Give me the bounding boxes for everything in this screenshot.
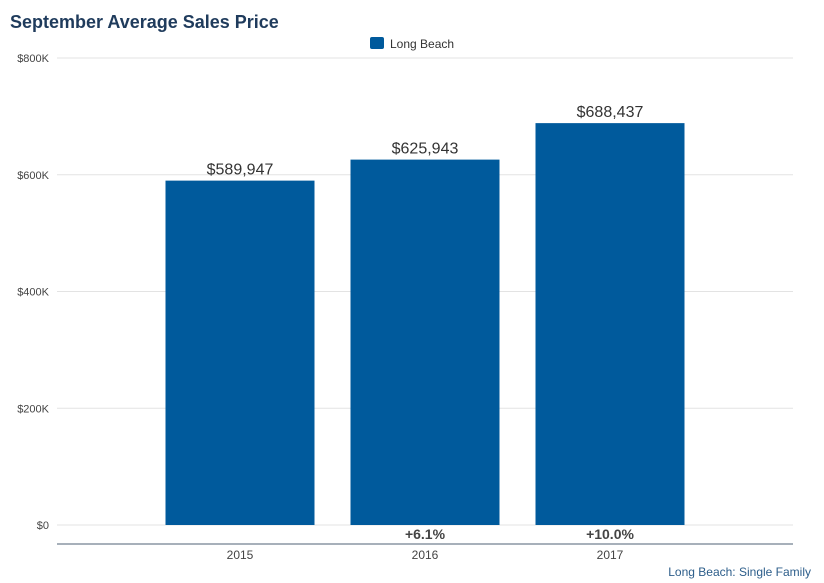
- legend-label: Long Beach: [390, 37, 454, 51]
- y-tick-label: $0: [37, 520, 49, 532]
- bar-2017[interactable]: [535, 123, 685, 525]
- bars: [165, 123, 685, 525]
- value-label: $688,437: [577, 104, 644, 121]
- y-tick-label: $400K: [17, 287, 49, 299]
- value-label: $625,943: [392, 141, 459, 158]
- legend[interactable]: Long Beach: [370, 37, 454, 51]
- x-tick-label: 2015: [227, 548, 254, 562]
- x-tick-label: 2016: [412, 548, 439, 562]
- y-tick-label: $600K: [17, 170, 49, 182]
- bar-2015[interactable]: [165, 180, 315, 525]
- value-label: $589,947: [207, 162, 274, 179]
- y-tick-label: $800K: [17, 53, 49, 65]
- change-label: +6.1%: [405, 526, 446, 542]
- y-tick-label: $200K: [17, 403, 49, 415]
- change-labels: +6.1% +10.0%: [405, 526, 635, 542]
- chart-footer: Long Beach: Single Family: [668, 565, 811, 579]
- bar-2016[interactable]: [350, 159, 500, 525]
- change-label: +10.0%: [586, 526, 634, 542]
- x-tick-label: 2017: [597, 548, 624, 562]
- chart-title: September Average Sales Price: [10, 12, 279, 32]
- y-axis-ticks: $0 $200K $400K $600K $800K: [17, 53, 49, 532]
- legend-swatch: [370, 37, 384, 49]
- x-axis-ticks: 2015 2016 2017: [227, 548, 624, 562]
- value-labels: $589,947 $625,943 $688,437: [207, 104, 644, 178]
